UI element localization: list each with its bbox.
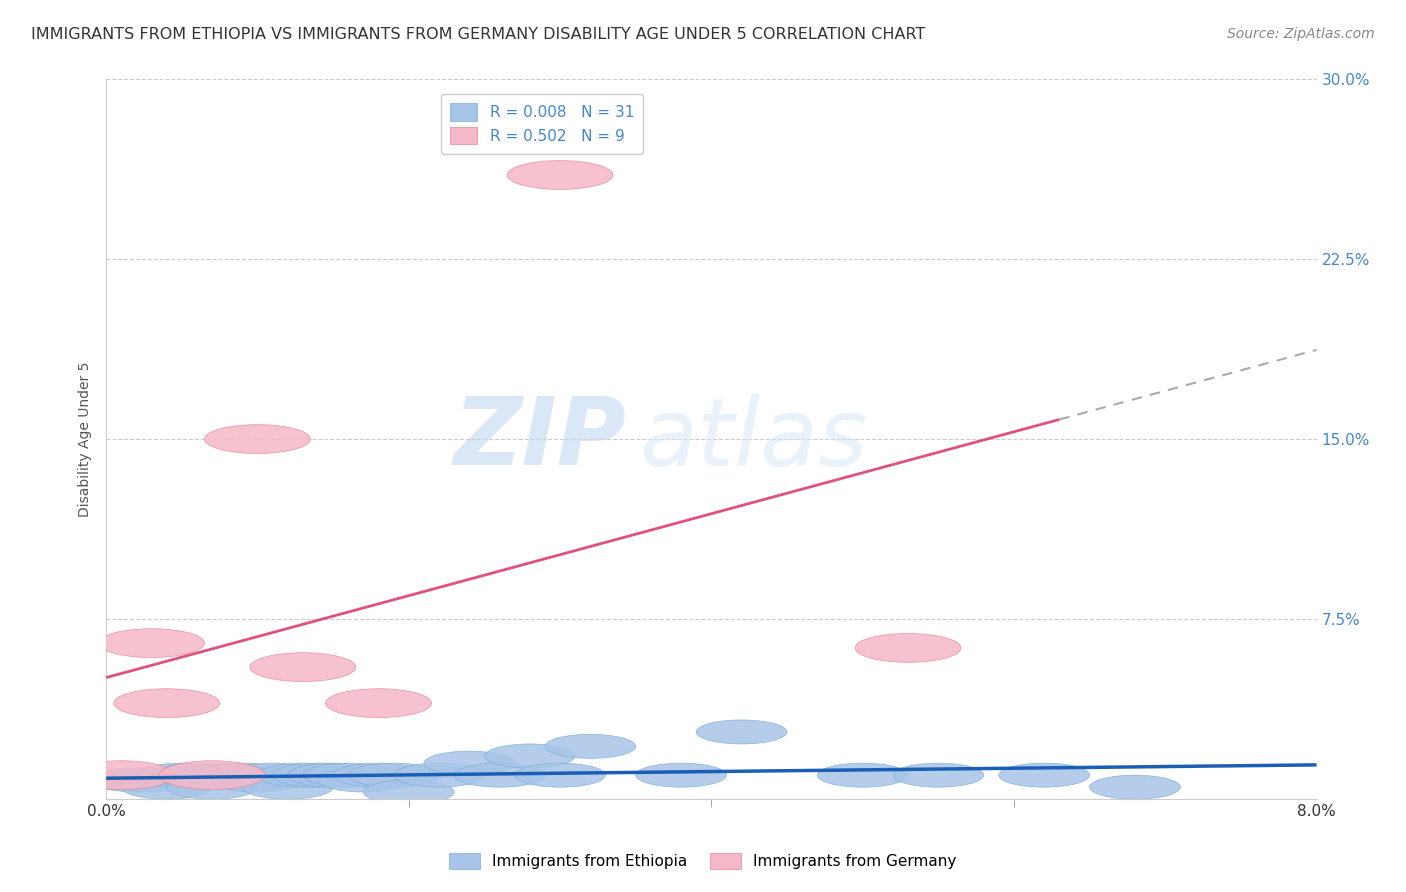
- Ellipse shape: [326, 689, 432, 717]
- Ellipse shape: [167, 775, 257, 799]
- Text: IMMIGRANTS FROM ETHIOPIA VS IMMIGRANTS FROM GERMANY DISABILITY AGE UNDER 5 CORRE: IMMIGRANTS FROM ETHIOPIA VS IMMIGRANTS F…: [31, 27, 925, 42]
- Ellipse shape: [363, 780, 454, 804]
- Ellipse shape: [107, 768, 197, 792]
- Ellipse shape: [998, 764, 1090, 787]
- Ellipse shape: [136, 764, 228, 787]
- Legend: R = 0.008   N = 31, R = 0.502   N = 9: R = 0.008 N = 31, R = 0.502 N = 9: [440, 94, 643, 153]
- Ellipse shape: [636, 764, 727, 787]
- Ellipse shape: [817, 764, 908, 787]
- Ellipse shape: [546, 734, 636, 758]
- Ellipse shape: [855, 633, 960, 663]
- Ellipse shape: [181, 764, 273, 787]
- Ellipse shape: [197, 764, 288, 787]
- Text: atlas: atlas: [638, 393, 868, 484]
- Ellipse shape: [893, 764, 984, 787]
- Ellipse shape: [273, 764, 363, 787]
- Text: Source: ZipAtlas.com: Source: ZipAtlas.com: [1227, 27, 1375, 41]
- Ellipse shape: [515, 764, 606, 787]
- Ellipse shape: [1090, 775, 1181, 799]
- Text: ZIP: ZIP: [454, 393, 627, 485]
- Y-axis label: Disability Age Under 5: Disability Age Under 5: [79, 361, 93, 516]
- Ellipse shape: [91, 768, 181, 792]
- Ellipse shape: [69, 761, 174, 789]
- Ellipse shape: [257, 764, 349, 787]
- Ellipse shape: [204, 425, 311, 453]
- Ellipse shape: [98, 629, 204, 657]
- Ellipse shape: [423, 751, 515, 775]
- Legend: Immigrants from Ethiopia, Immigrants from Germany: Immigrants from Ethiopia, Immigrants fro…: [443, 847, 963, 875]
- Ellipse shape: [250, 653, 356, 681]
- Ellipse shape: [302, 764, 394, 787]
- Ellipse shape: [508, 161, 613, 189]
- Ellipse shape: [696, 720, 787, 744]
- Ellipse shape: [212, 768, 302, 792]
- Ellipse shape: [121, 775, 212, 799]
- Ellipse shape: [242, 775, 333, 799]
- Ellipse shape: [318, 768, 409, 792]
- Ellipse shape: [394, 764, 485, 787]
- Ellipse shape: [114, 689, 219, 717]
- Ellipse shape: [159, 761, 264, 789]
- Ellipse shape: [228, 764, 318, 787]
- Ellipse shape: [152, 764, 242, 787]
- Ellipse shape: [288, 764, 378, 787]
- Ellipse shape: [333, 764, 423, 787]
- Ellipse shape: [454, 764, 546, 787]
- Ellipse shape: [349, 764, 439, 787]
- Ellipse shape: [485, 744, 575, 768]
